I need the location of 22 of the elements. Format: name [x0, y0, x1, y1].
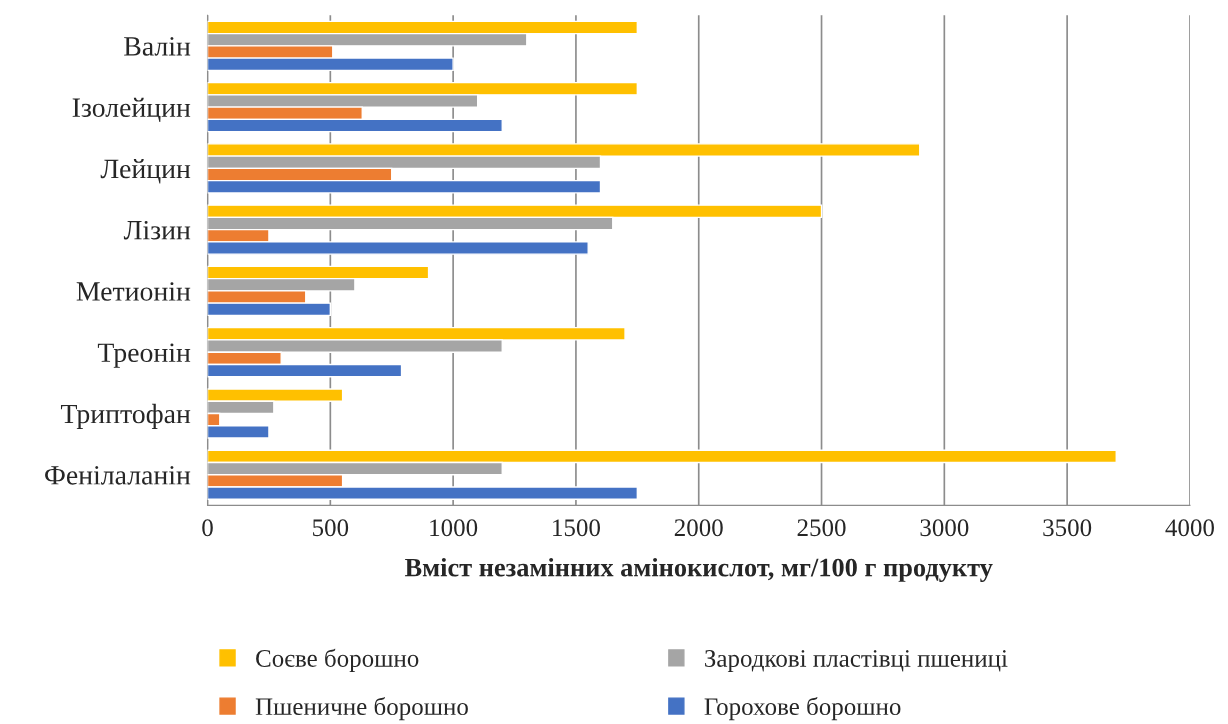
x-tick-label: 1500 — [553, 519, 600, 537]
x-tick-label: 3500 — [1043, 519, 1092, 537]
y-tick-label: Валін — [124, 37, 191, 56]
legend-label: Зародкові пластівці пшениці — [705, 650, 1008, 672]
x-tick-label: 4000 — [1165, 519, 1214, 537]
y-tick-label: Метионін — [76, 282, 191, 301]
x-tick-label: 3000 — [920, 519, 969, 537]
x-tick-label: 2000 — [674, 519, 723, 537]
y-tick-label: Ізолейцин — [72, 97, 191, 123]
y-tick-label: Лізин — [123, 220, 191, 240]
x-tick-label: 1000 — [430, 519, 478, 537]
y-tick-label: Треонін — [97, 343, 191, 368]
legend-label: Пшеничне борошно — [255, 696, 468, 721]
y-tick-label: Триптофан — [60, 403, 191, 429]
legend-label: Горохове борошно — [704, 696, 901, 721]
legend-label: Соєве борошно — [256, 648, 419, 672]
x-tick-label: 2500 — [797, 519, 846, 537]
y-tick-label: Фенілаланін — [45, 465, 191, 485]
x-tick-label: 500 — [313, 519, 349, 537]
x-tick-label: 0 — [202, 519, 213, 537]
x-axis-title: Вміст незамінних амінокислот, мг/100 г продукту — [404, 557, 993, 582]
y-tick-label: Лейцин — [100, 159, 191, 184]
